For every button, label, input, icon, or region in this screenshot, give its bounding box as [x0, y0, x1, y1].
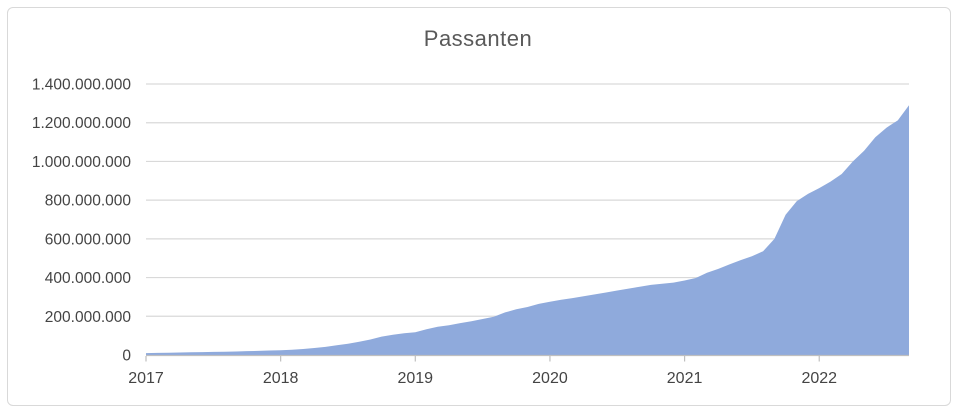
x-tick-label: 2018	[263, 370, 299, 387]
x-tick-label: 2021	[667, 370, 703, 387]
x-tick-label: 2017	[128, 370, 164, 387]
chart-title: Passanten	[423, 26, 533, 51]
y-tick-label: 1.000.000.000	[32, 154, 132, 171]
x-tick-label: 2022	[801, 370, 837, 387]
y-tick-label: 0	[122, 348, 131, 365]
x-tick-label: 2020	[532, 370, 568, 387]
y-tick-label: 600.000.000	[45, 231, 132, 248]
y-tick-label: 200.000.000	[45, 309, 132, 326]
area-series-passanten	[146, 105, 909, 355]
y-tick-label: 800.000.000	[45, 193, 132, 210]
y-tick-label: 1.400.000.000	[32, 77, 132, 94]
y-tick-label: 1.200.000.000	[32, 115, 132, 132]
y-tick-label: 400.000.000	[45, 270, 132, 287]
x-tick-label: 2019	[397, 370, 433, 387]
